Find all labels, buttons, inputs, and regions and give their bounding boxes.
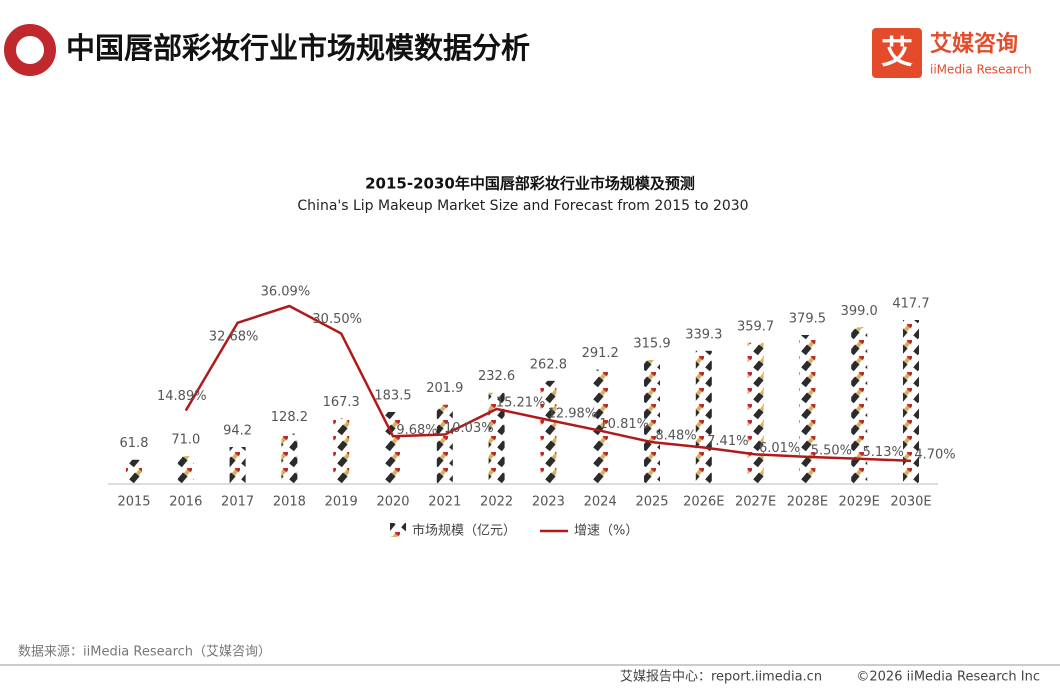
line-label: 6.01% (759, 441, 800, 456)
x-tick-label: 2026E (683, 495, 724, 510)
line-label: 10.03% (444, 421, 494, 436)
bar (799, 334, 816, 484)
line-label: 14.89% (157, 389, 207, 404)
line-label: 5.13% (863, 445, 904, 460)
bar-label: 262.8 (530, 357, 567, 372)
line-label: 8.48% (655, 429, 696, 444)
bar (592, 369, 609, 484)
logo-name: 艾媒咨询 (930, 31, 1018, 57)
bar (177, 456, 194, 484)
source: 数据来源：iiMedia Research（艾媒咨询） (18, 645, 271, 660)
line-label: 7.41% (707, 434, 748, 449)
copyright: ©2026 iiMedia Research Inc (856, 670, 1040, 685)
legend-label: 增速（%） (574, 524, 638, 539)
logo-en: iiMedia Research (930, 63, 1032, 77)
x-tick-label: 2024 (584, 495, 617, 510)
line-label: 4.70% (914, 447, 955, 462)
line-label: 5.50% (811, 443, 852, 458)
bar-label: 315.9 (633, 336, 670, 351)
bar-label: 291.2 (582, 346, 619, 361)
bar-label: 128.2 (271, 410, 308, 425)
x-tick-label: 2016 (169, 495, 202, 510)
bar-label: 339.3 (685, 327, 722, 342)
line-label: 30.50% (312, 312, 362, 327)
legend-bar-icon (390, 523, 406, 537)
bar (333, 418, 350, 484)
bar-label: 417.7 (892, 297, 929, 312)
page-title: 中国唇部彩妆行业市场规模数据分析 (66, 31, 530, 65)
bar-label: 232.6 (478, 369, 515, 384)
bar (229, 447, 246, 484)
x-tick-label: 2030E (890, 495, 931, 510)
bar (126, 459, 142, 484)
growth-line (184, 304, 912, 463)
bar (488, 392, 505, 484)
bar (903, 320, 919, 484)
bar (695, 350, 712, 484)
logo-mark: 艾 (881, 33, 913, 71)
bar-label: 94.2 (223, 424, 252, 439)
bar (281, 433, 298, 484)
x-tick-label: 2022 (480, 495, 513, 510)
bar-label: 183.5 (374, 388, 411, 403)
line-label: 10.81% (599, 417, 649, 432)
line-label: 9.68% (396, 423, 437, 438)
bar (540, 380, 557, 484)
bar-label: 61.8 (120, 436, 149, 451)
x-tick-label: 2025 (635, 495, 668, 510)
bar (851, 327, 868, 484)
chart-subtitle: China's Lip Makeup Market Size and Forec… (297, 198, 748, 214)
bar-label: 359.7 (737, 319, 774, 334)
bar-label: 399.0 (841, 304, 878, 319)
x-tick-label: 2021 (428, 495, 461, 510)
report-site: 艾媒报告中心：report.iimedia.cn (620, 670, 822, 685)
x-tick-label: 2020 (376, 495, 409, 510)
legend-label: 市场规模（亿元） (412, 523, 516, 539)
x-tick-label: 2029E (839, 495, 880, 510)
bar-label: 71.0 (171, 433, 200, 448)
logo-ring (4, 24, 56, 76)
x-tick-label: 2027E (735, 495, 776, 510)
bar-label: 167.3 (323, 395, 360, 410)
bar (436, 404, 453, 484)
line-label: 36.09% (261, 285, 311, 300)
x-tick-label: 2015 (117, 495, 150, 510)
bar-label: 379.5 (789, 311, 826, 326)
bar (644, 359, 660, 484)
line-label: 12.98% (548, 406, 598, 421)
chart-title: 2015-2030年中国唇部彩妆行业市场规模及预测 (365, 175, 695, 193)
line-label: 15.21% (496, 395, 546, 410)
line-label: 32.68% (209, 329, 259, 344)
x-tick-label: 2017 (221, 495, 254, 510)
x-tick-label: 2023 (532, 495, 565, 510)
x-tick-label: 2028E (787, 495, 828, 510)
bar-label: 201.9 (426, 381, 463, 396)
bar (747, 342, 764, 484)
x-tick-label: 2019 (325, 495, 358, 510)
x-tick-label: 2018 (273, 495, 306, 510)
logo-box (872, 28, 922, 78)
